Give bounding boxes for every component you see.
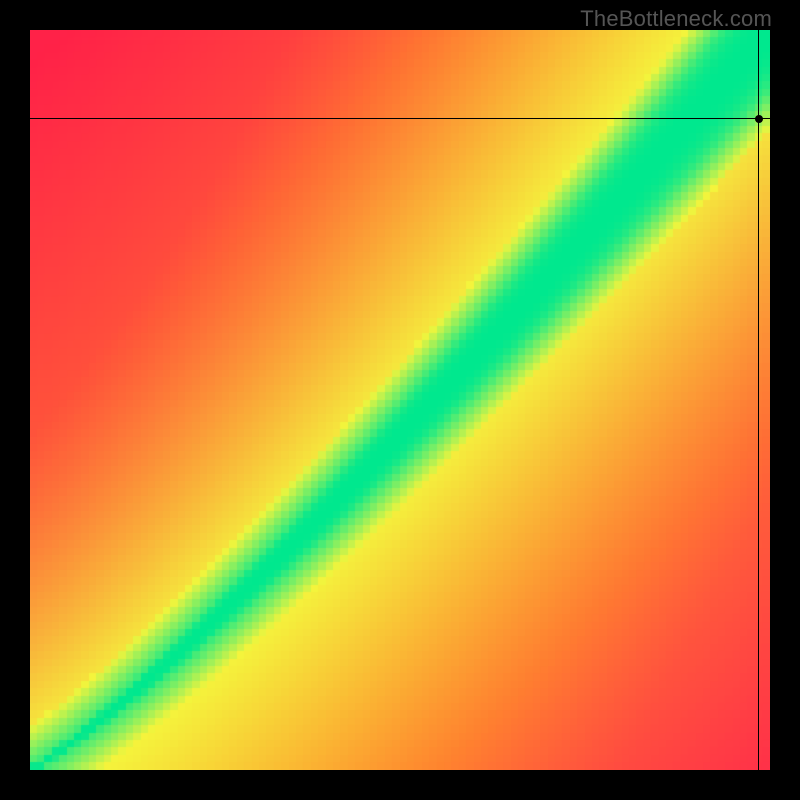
crosshair-horizontal — [30, 118, 770, 119]
heatmap-plot — [30, 30, 770, 770]
watermark-text: TheBottleneck.com — [580, 6, 772, 32]
crosshair-vertical — [758, 30, 759, 770]
heatmap-canvas — [30, 30, 770, 770]
selected-point-marker — [755, 115, 763, 123]
